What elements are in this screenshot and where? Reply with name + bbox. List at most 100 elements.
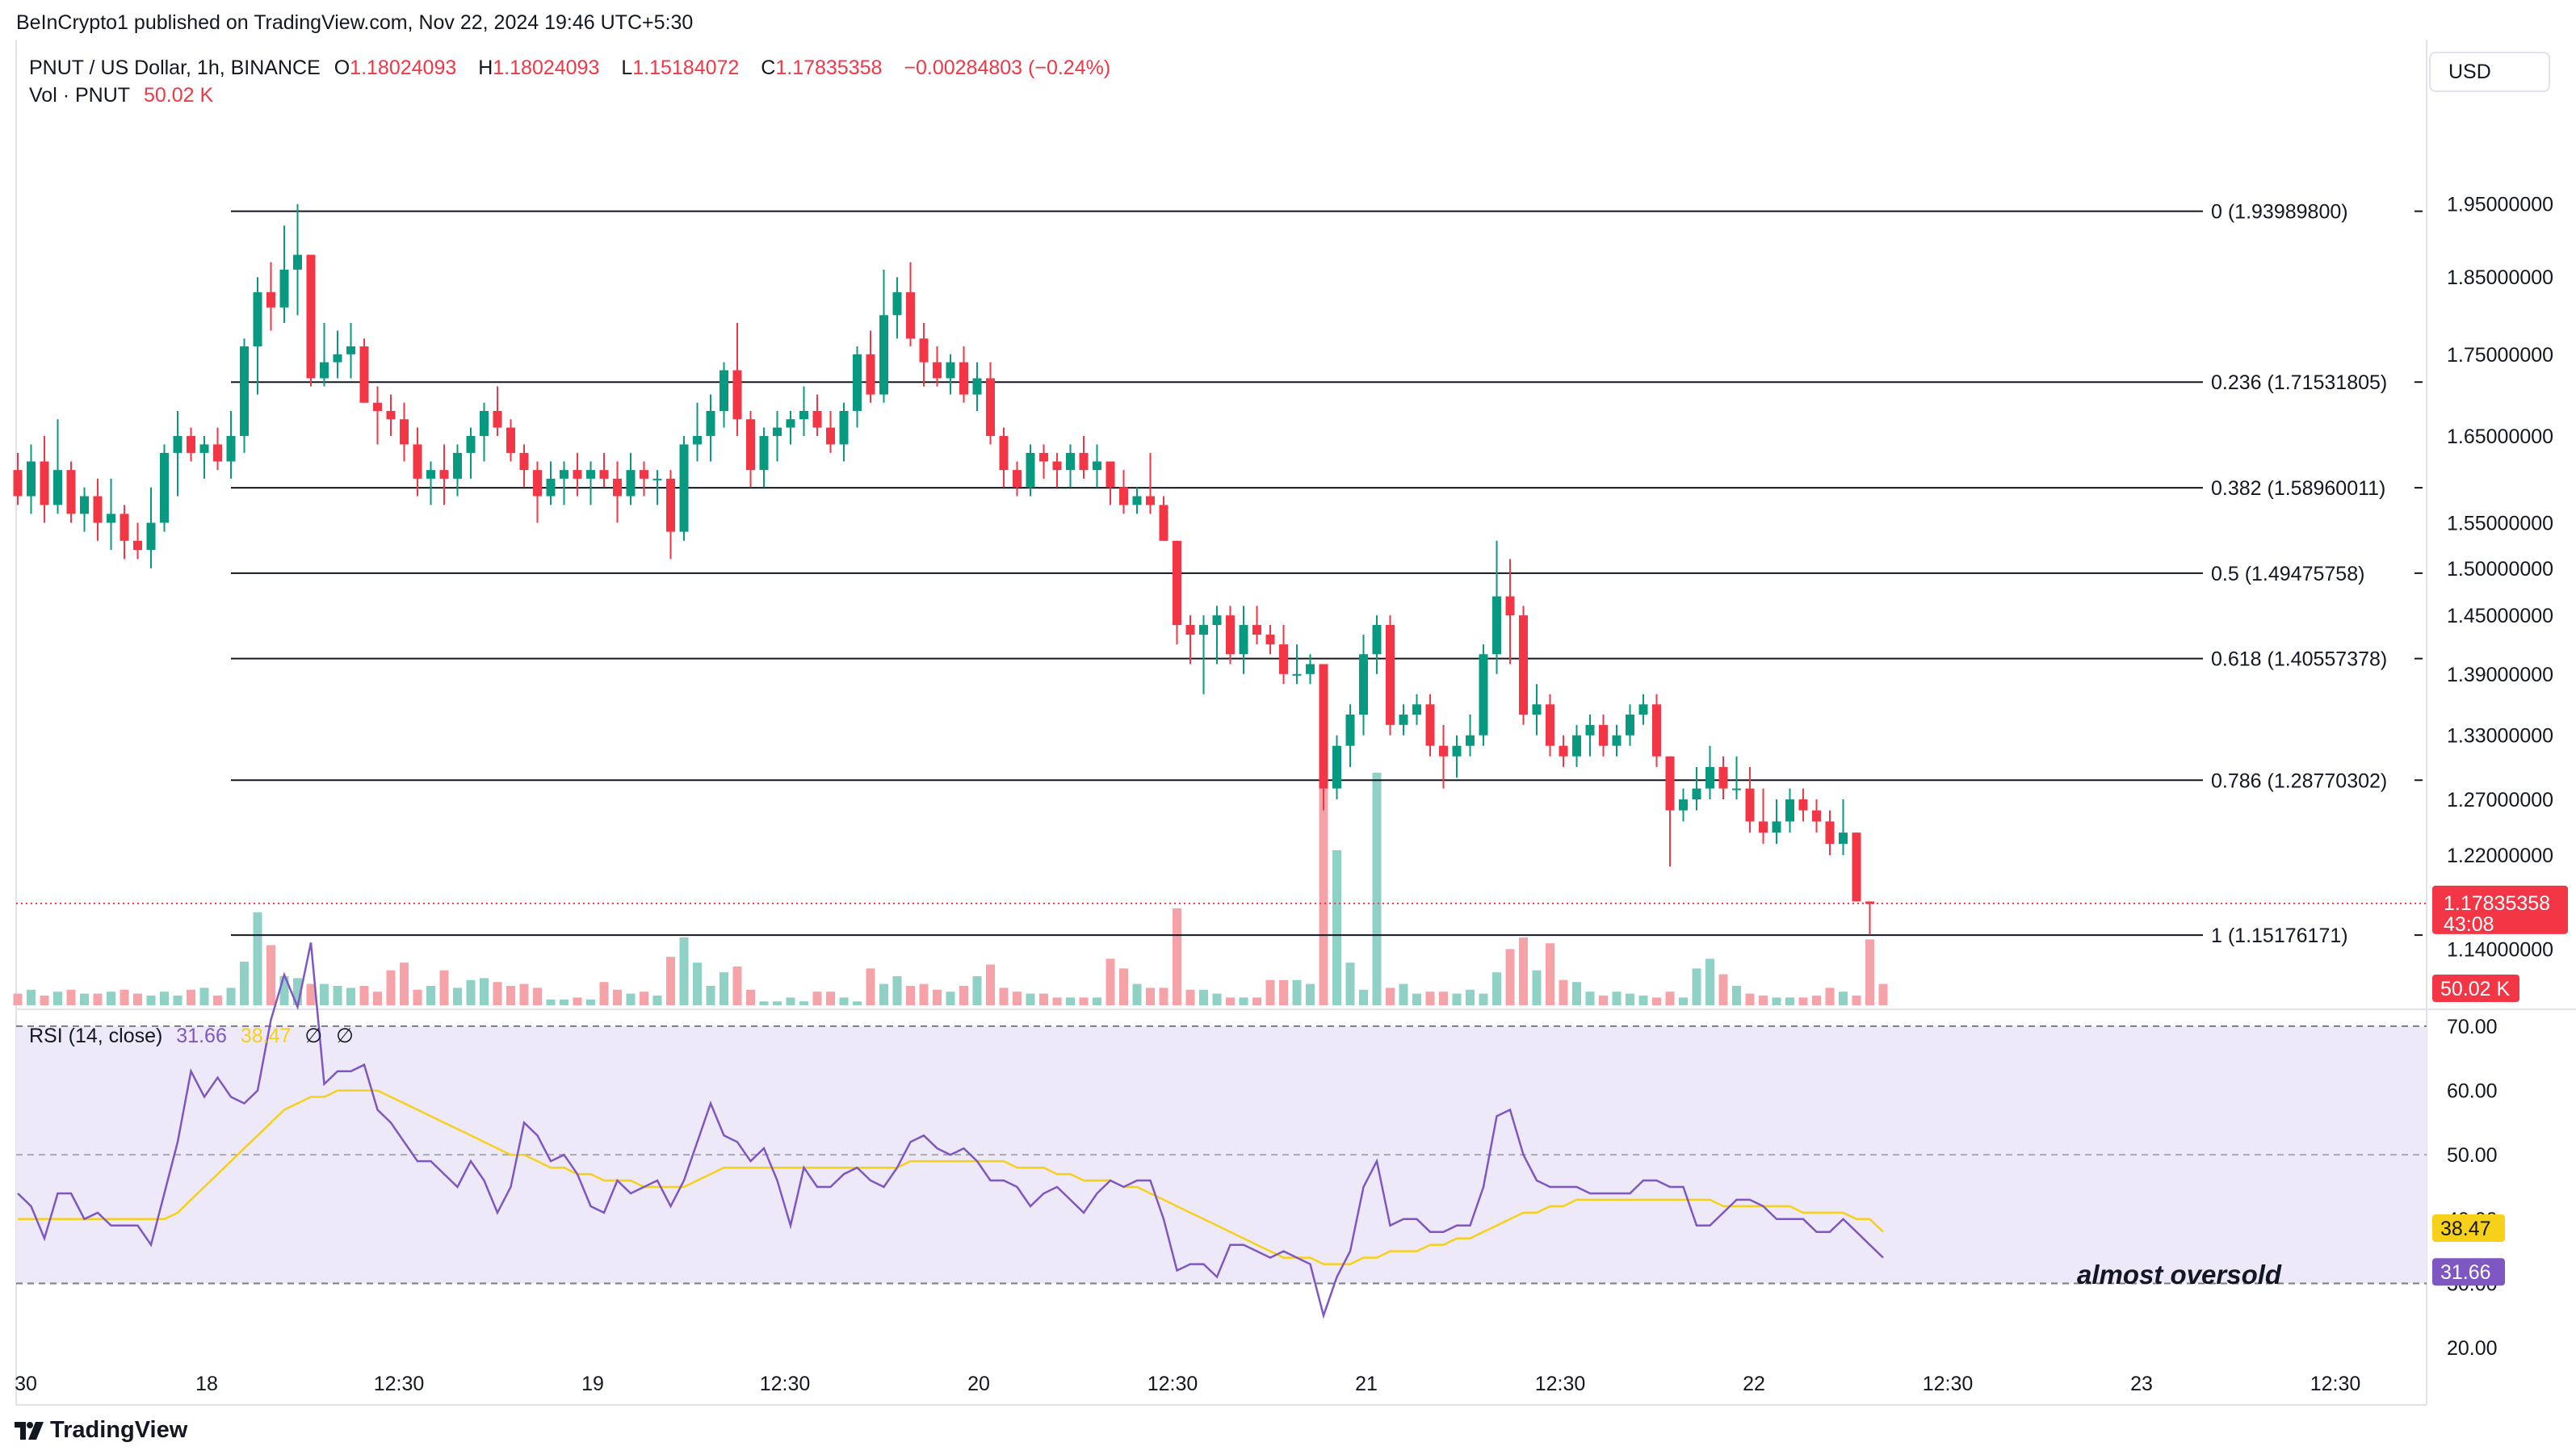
volume-bar (1345, 962, 1355, 1005)
candle-body (519, 452, 529, 471)
candle-body (1066, 452, 1075, 471)
volume-legend: Vol · PNUT 50.02 K (29, 84, 221, 107)
volume-bar (1492, 972, 1501, 1005)
low-value: 1.15184072 (632, 57, 740, 79)
volume-bar (560, 999, 568, 1005)
price-axis-tick-label: 1.75000000 (2447, 344, 2553, 367)
rsi-legend-value: 31.66 (176, 1025, 227, 1047)
candle-body (626, 470, 636, 497)
volume-bar (1173, 908, 1181, 1005)
volume-bar (586, 999, 595, 1005)
tradingview-logo[interactable]: TradingView (15, 1417, 187, 1444)
candle-body (386, 410, 396, 420)
time-axis-tick-label: 23 (2130, 1373, 2153, 1395)
volume-bar (986, 964, 995, 1005)
rsi-badge-value: 31.66 (2440, 1261, 2491, 1284)
candle-body (1505, 596, 1515, 616)
candle-body (346, 346, 355, 354)
volume-bar (999, 987, 1009, 1005)
volume-bar (279, 976, 289, 1005)
candle-body (546, 478, 556, 497)
volume-bar (1093, 997, 1101, 1005)
candle-body (320, 362, 329, 379)
candle-body (1306, 664, 1315, 674)
volume-bar (187, 989, 195, 1005)
volume-bar (1265, 979, 1275, 1005)
volume-bar (306, 983, 316, 1005)
candle-body (1013, 470, 1022, 488)
high-value: 1.18024093 (493, 57, 600, 79)
candle-body (666, 478, 675, 532)
volume-bar (1279, 979, 1288, 1005)
currency-button[interactable]: USD (2429, 52, 2550, 92)
volume-bar (160, 992, 169, 1005)
volume-bar (1626, 993, 1634, 1005)
symbol-title[interactable]: PNUT / US Dollar, 1h, BINANCE (29, 57, 321, 79)
volume-bar (1412, 993, 1421, 1005)
volume-bar (13, 993, 23, 1005)
time-axis-tick-label: 18 (195, 1373, 218, 1395)
volume-bar (906, 986, 915, 1005)
candle-body (613, 478, 622, 497)
volume-bar (413, 989, 422, 1005)
candle-body (1718, 766, 1728, 789)
candle-body (839, 410, 849, 445)
volume-bar (266, 945, 275, 1005)
volume-bar (93, 993, 103, 1005)
volume-bar (693, 962, 702, 1005)
volume-bar (1146, 987, 1155, 1005)
volume-bar (1852, 996, 1861, 1005)
fib-level-label: 0.382 (1.58960011) (2211, 477, 2385, 500)
candle-body (1399, 715, 1408, 725)
candle-body (906, 291, 915, 339)
candle-body (1745, 788, 1755, 822)
volume-bar (1839, 992, 1848, 1005)
candle-body (1865, 901, 1874, 904)
candle-body (1185, 625, 1195, 635)
volume-bar (746, 989, 755, 1005)
volume-bar (546, 999, 556, 1005)
rsi-label[interactable]: RSI (14, close) (29, 1025, 163, 1047)
volume-bar (613, 989, 622, 1005)
volume-badge (2432, 975, 2519, 1002)
volume-bar (1479, 993, 1488, 1005)
candle-body (1226, 615, 1235, 655)
current-price-value: 1.17835358 (2444, 892, 2550, 915)
volume-bar (1798, 997, 1808, 1005)
volume-bar (506, 986, 515, 1005)
volume-bar (1466, 989, 1475, 1005)
open-value: 1.18024093 (350, 57, 457, 79)
candle-body (773, 427, 782, 436)
candle-body (80, 496, 89, 514)
volume-bar (1119, 968, 1128, 1005)
volume-bar (1865, 939, 1874, 1005)
candle-body (1626, 715, 1634, 736)
volume-bar (1052, 997, 1062, 1005)
candle-body (746, 419, 755, 471)
rsi-axis-tick-label: 20.00 (2447, 1337, 2498, 1360)
time-axis-tick-label: 12:30 (760, 1373, 811, 1395)
volume-label[interactable]: Vol · PNUT (29, 84, 131, 107)
candle-body (66, 470, 76, 514)
volume-bar (1425, 992, 1435, 1005)
volume-bar (853, 1001, 862, 1005)
candle-body (107, 514, 115, 523)
candle-body (1546, 704, 1554, 746)
candle-body (892, 291, 902, 316)
volume-bar (1572, 982, 1581, 1005)
volume-bar (253, 912, 262, 1005)
candle-body (1638, 704, 1648, 715)
candle-body (1173, 540, 1181, 626)
candle-body (1785, 799, 1794, 822)
volume-bar (493, 982, 502, 1005)
candle-body (466, 435, 476, 453)
volume-bar (1692, 968, 1701, 1005)
fib-level-label: 0.618 (1.40557378) (2211, 648, 2387, 671)
hidden-series-icon-2[interactable]: ∅ (336, 1025, 354, 1047)
fib-level-label: 0.5 (1.49475758) (2211, 563, 2364, 585)
hidden-series-icon[interactable]: ∅ (304, 1025, 323, 1047)
candle-body (799, 410, 808, 420)
candle-body (439, 470, 449, 479)
